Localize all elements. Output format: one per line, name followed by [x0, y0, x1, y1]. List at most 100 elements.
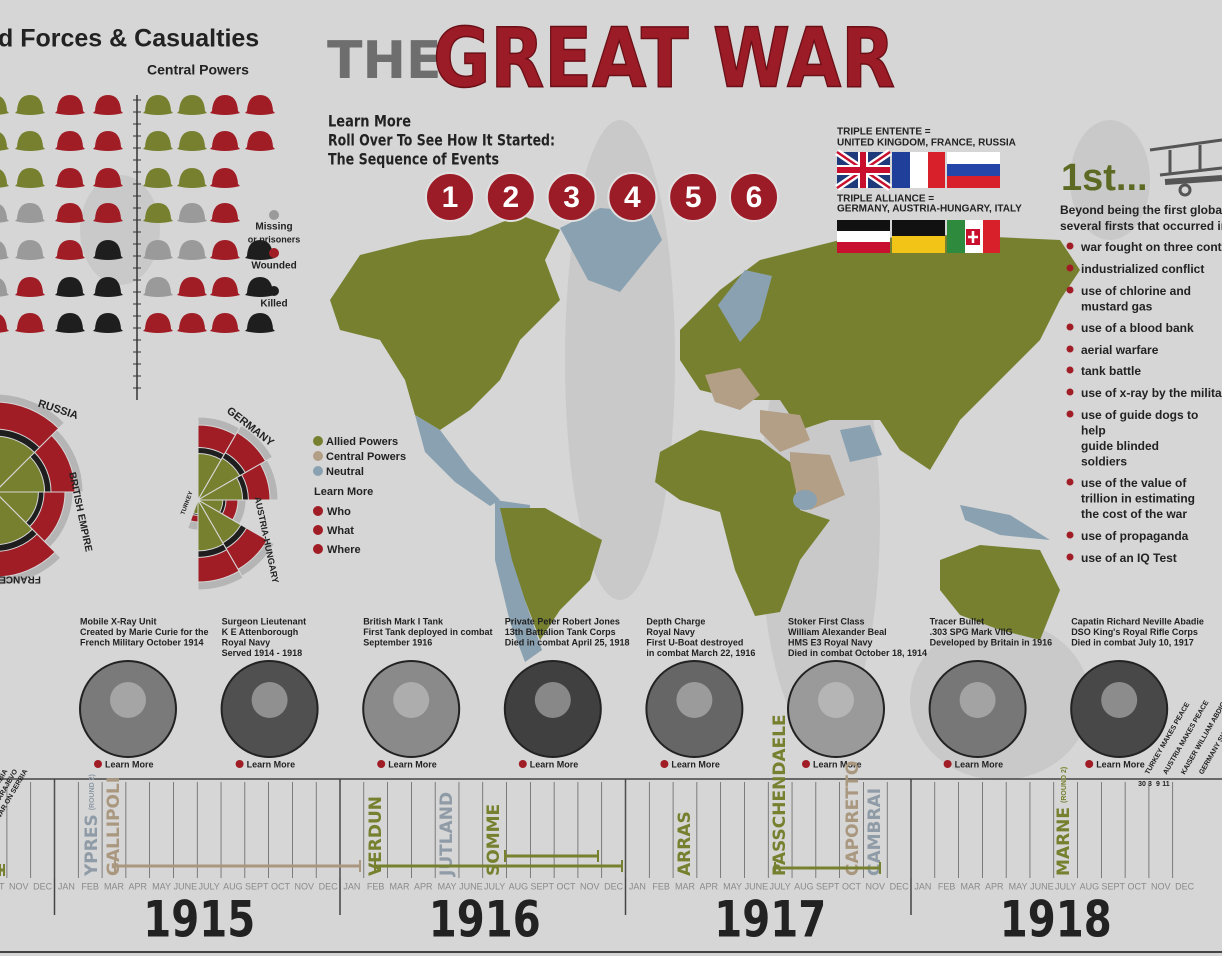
- learn-more-dot[interactable]: [377, 760, 386, 768]
- step-button[interactable]: [485, 172, 536, 222]
- learn-more-link[interactable]: Learn More: [671, 759, 720, 769]
- first-item: guide blinded: [1081, 439, 1159, 453]
- learn-more-dot[interactable]: [94, 760, 102, 768]
- helmet: [93, 168, 123, 188]
- event-date: 11: [1162, 781, 1170, 788]
- month-label: MAY: [438, 881, 457, 891]
- helmet: [15, 131, 45, 151]
- helmet: [55, 277, 85, 297]
- helmet: [15, 168, 45, 188]
- step-button[interactable]: [729, 172, 779, 222]
- learn-more-link[interactable]: Where: [327, 544, 361, 556]
- helmet: [0, 132, 9, 151]
- learn-more-link[interactable]: Learn More: [388, 759, 437, 769]
- learn-more-dot[interactable]: [802, 760, 810, 768]
- profile-caption: K E Attenborough: [222, 627, 299, 637]
- link-dot[interactable]: [313, 544, 323, 554]
- month-label: DEC: [1175, 881, 1195, 891]
- learn-more-link[interactable]: Learn More: [955, 759, 1004, 769]
- first-item: use of the value of: [1081, 476, 1187, 490]
- helmet: [0, 169, 9, 188]
- helmet: [93, 313, 123, 333]
- month-label: NOV: [1151, 881, 1171, 891]
- link-dot[interactable]: [313, 506, 323, 516]
- helmet: [55, 240, 85, 260]
- link-dot[interactable]: [313, 525, 323, 535]
- month-label: OCT: [271, 881, 291, 891]
- learn-more-dot[interactable]: [235, 760, 244, 768]
- month-label: NOV: [580, 881, 600, 891]
- month-label: NOV: [866, 881, 886, 891]
- first-item: soldiers: [1081, 455, 1127, 469]
- learn-more-dot[interactable]: [1085, 760, 1094, 768]
- month-label: JAN: [58, 881, 75, 891]
- section-title: d Forces & Casualties: [0, 25, 259, 53]
- profile-caption: First Tank deployed in combat: [363, 627, 492, 637]
- profile-caption: September 1916: [363, 637, 432, 647]
- step-button[interactable]: [668, 172, 719, 222]
- profile-caption: Served 1914 - 1918: [222, 648, 303, 658]
- bullet: [1066, 345, 1074, 353]
- helmet: [15, 277, 45, 297]
- map-legend-label: Neutral: [326, 466, 364, 478]
- helmet: [0, 204, 9, 223]
- step-button[interactable]: [425, 172, 475, 222]
- alliance-members: GERMANY, AUSTRIA-HUNGARY, ITALY: [837, 204, 1022, 215]
- bullet: [1066, 366, 1074, 374]
- step-button[interactable]: [546, 172, 597, 222]
- learn-more-link[interactable]: Learn More: [105, 759, 154, 769]
- bullet: [1066, 531, 1074, 539]
- helmet: [0, 96, 9, 115]
- step-number[interactable]: 4: [624, 181, 641, 214]
- learn-more-dot[interactable]: [660, 760, 669, 768]
- map-legend-label: Allied Powers: [326, 436, 398, 448]
- first-item: trillion in estimating: [1081, 492, 1195, 506]
- profile-caption: Capatin Richard Neville Abadie: [1071, 616, 1204, 626]
- profile-caption: DSO King's Royal Rifle Corps: [1071, 627, 1198, 637]
- step-number[interactable]: 3: [563, 181, 580, 214]
- profile-caption: French Military October 1914: [80, 637, 204, 647]
- helmet: [93, 131, 123, 151]
- month-label: JUNE: [459, 881, 483, 891]
- helmet: [210, 277, 240, 297]
- helmet: [143, 95, 173, 115]
- profile-caption: Tracer Bullet: [930, 616, 985, 626]
- first-item: use of chlorine and: [1081, 284, 1191, 298]
- step-button[interactable]: [607, 172, 658, 222]
- step-number[interactable]: 5: [685, 181, 702, 214]
- profile-face: [110, 682, 146, 718]
- step-number[interactable]: 1: [442, 181, 459, 214]
- month-label: OCT: [1128, 881, 1148, 891]
- legend-dot: [269, 210, 279, 220]
- bullet: [1066, 388, 1074, 396]
- battle-note: (ROUND 2): [89, 774, 96, 810]
- profile-caption: Depth Charge: [646, 616, 705, 626]
- helmet: [245, 240, 275, 260]
- learn-more-link[interactable]: Learn More: [813, 759, 862, 769]
- step-number[interactable]: 6: [746, 181, 763, 214]
- profile-caption: Created by Marie Curie for the: [80, 627, 209, 637]
- month-label: APR: [985, 881, 1004, 891]
- map-legend-dot: [313, 451, 323, 461]
- learn-more-link[interactable]: Learn More: [247, 759, 296, 769]
- helmet: [143, 131, 173, 151]
- learn-more-link[interactable]: Learn More: [530, 759, 579, 769]
- month-label: NOV: [9, 881, 29, 891]
- learn-more-link[interactable]: What: [327, 525, 354, 537]
- title-the: THE: [327, 31, 442, 91]
- legend-label: Wounded: [251, 261, 296, 272]
- helmet: [15, 203, 45, 223]
- month-label: JULY: [1055, 881, 1076, 891]
- profile-caption: British Mark I Tank: [363, 616, 444, 626]
- learn-more-link[interactable]: Who: [327, 506, 351, 518]
- first-item: help: [1081, 424, 1106, 438]
- learn-more-link[interactable]: Learn More: [1096, 759, 1145, 769]
- profile-face: [534, 682, 571, 718]
- learn-more-dot[interactable]: [943, 760, 952, 768]
- learn-more-dot[interactable]: [518, 760, 527, 768]
- month-label: JAN: [343, 881, 360, 891]
- first-item: industrialized conflict: [1081, 262, 1204, 276]
- helmet: [143, 240, 173, 260]
- month-label: JAN: [914, 881, 931, 891]
- step-number[interactable]: 2: [502, 181, 519, 214]
